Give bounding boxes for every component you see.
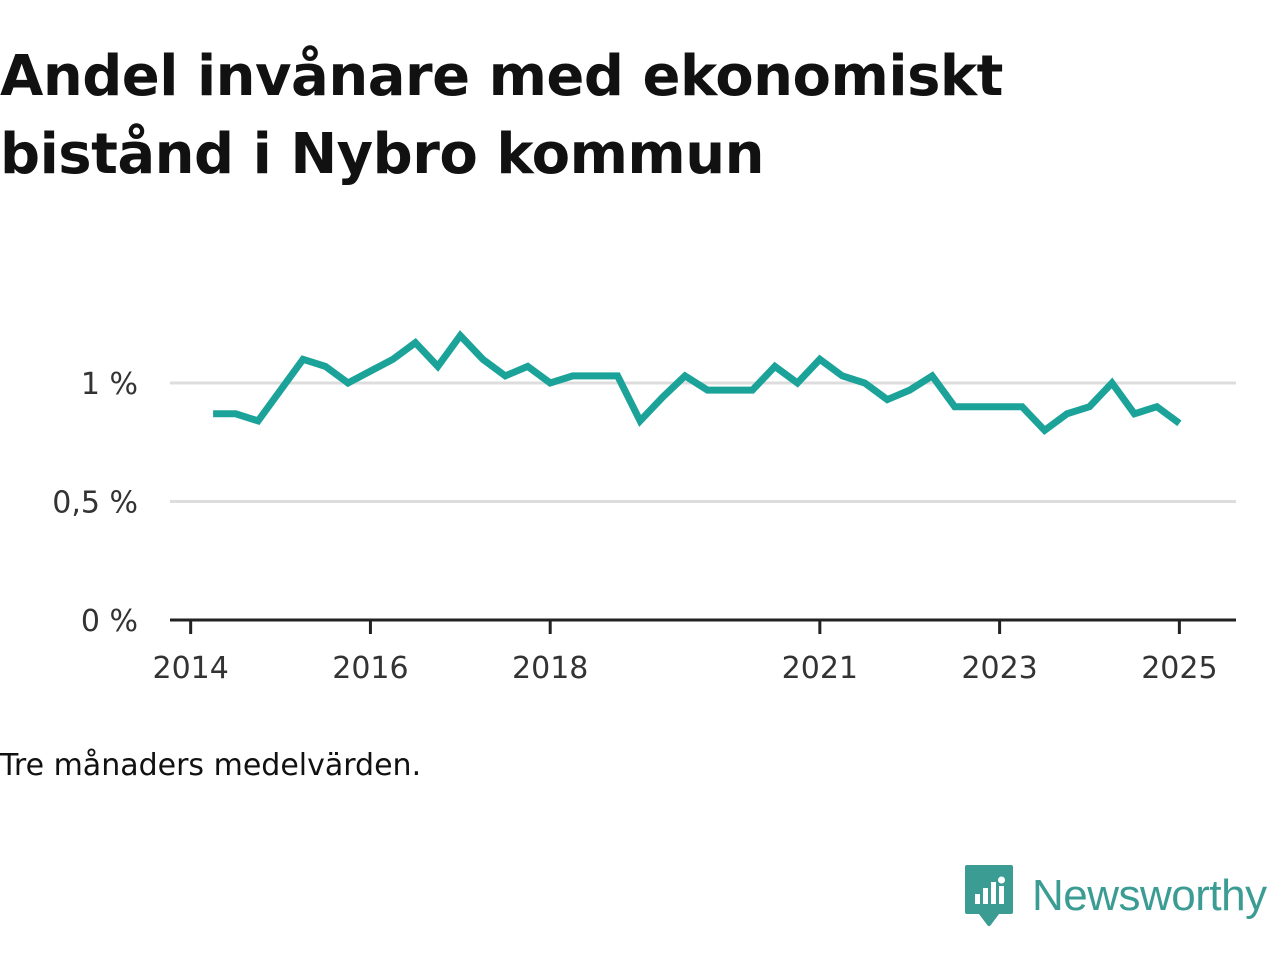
y-tick-label-0: 0 %	[81, 604, 138, 639]
chart-caption: Tre månaders medelvärden.	[0, 748, 422, 783]
brand-logo: Newsworthy	[964, 862, 1267, 930]
x-tick-label-4: 2023	[961, 651, 1037, 686]
x-tick-label-5: 2025	[1141, 651, 1217, 686]
brand-name: Newsworthy	[1032, 871, 1267, 920]
x-tick-label-0: 2014	[152, 651, 228, 686]
series-layer	[213, 330, 1182, 436]
gridlines	[170, 381, 1236, 503]
x-tick-labels: 2014 2016 2018 2021 2023 2025	[152, 651, 1217, 686]
x-tick-label-3: 2021	[782, 651, 858, 686]
y-tick-label-1: 0,5 %	[52, 486, 138, 521]
y-tick-labels: 0 % 0,5 % 1 %	[52, 367, 138, 639]
newsworthy-logo-icon	[965, 865, 1013, 926]
x-tick-label-2: 2018	[512, 651, 588, 686]
series-line-0	[213, 330, 1182, 436]
y-tick-label-2: 1 %	[81, 367, 138, 402]
x-tick-label-1: 2016	[332, 651, 408, 686]
line-chart: 0 % 0,5 % 1 % 2014 2016 2018 2021 2023 2025	[52, 330, 1236, 686]
chart-title: Andel invånare med ekonomiskt bistånd i …	[0, 44, 1003, 187]
x-axis	[170, 618, 1236, 634]
